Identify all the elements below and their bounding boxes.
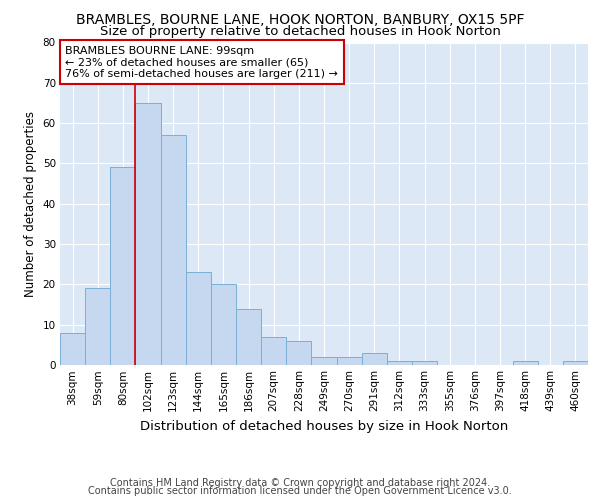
Text: Size of property relative to detached houses in Hook Norton: Size of property relative to detached ho… bbox=[100, 25, 500, 38]
Text: Contains public sector information licensed under the Open Government Licence v3: Contains public sector information licen… bbox=[88, 486, 512, 496]
Bar bbox=[211, 284, 236, 365]
Bar bbox=[261, 337, 286, 365]
Bar bbox=[387, 361, 412, 365]
Bar bbox=[286, 341, 311, 365]
Bar bbox=[412, 361, 437, 365]
Bar bbox=[563, 361, 588, 365]
Bar bbox=[110, 168, 136, 365]
Text: BRAMBLES BOURNE LANE: 99sqm
← 23% of detached houses are smaller (65)
76% of sem: BRAMBLES BOURNE LANE: 99sqm ← 23% of det… bbox=[65, 46, 338, 79]
Bar bbox=[311, 357, 337, 365]
Bar bbox=[186, 272, 211, 365]
Bar bbox=[85, 288, 110, 365]
Bar bbox=[161, 135, 186, 365]
Bar bbox=[512, 361, 538, 365]
X-axis label: Distribution of detached houses by size in Hook Norton: Distribution of detached houses by size … bbox=[140, 420, 508, 432]
Bar bbox=[136, 103, 161, 365]
Bar bbox=[362, 353, 387, 365]
Bar bbox=[236, 308, 261, 365]
Bar bbox=[337, 357, 362, 365]
Text: Contains HM Land Registry data © Crown copyright and database right 2024.: Contains HM Land Registry data © Crown c… bbox=[110, 478, 490, 488]
Y-axis label: Number of detached properties: Number of detached properties bbox=[24, 111, 37, 296]
Text: BRAMBLES, BOURNE LANE, HOOK NORTON, BANBURY, OX15 5PF: BRAMBLES, BOURNE LANE, HOOK NORTON, BANB… bbox=[76, 12, 524, 26]
Bar bbox=[60, 333, 85, 365]
